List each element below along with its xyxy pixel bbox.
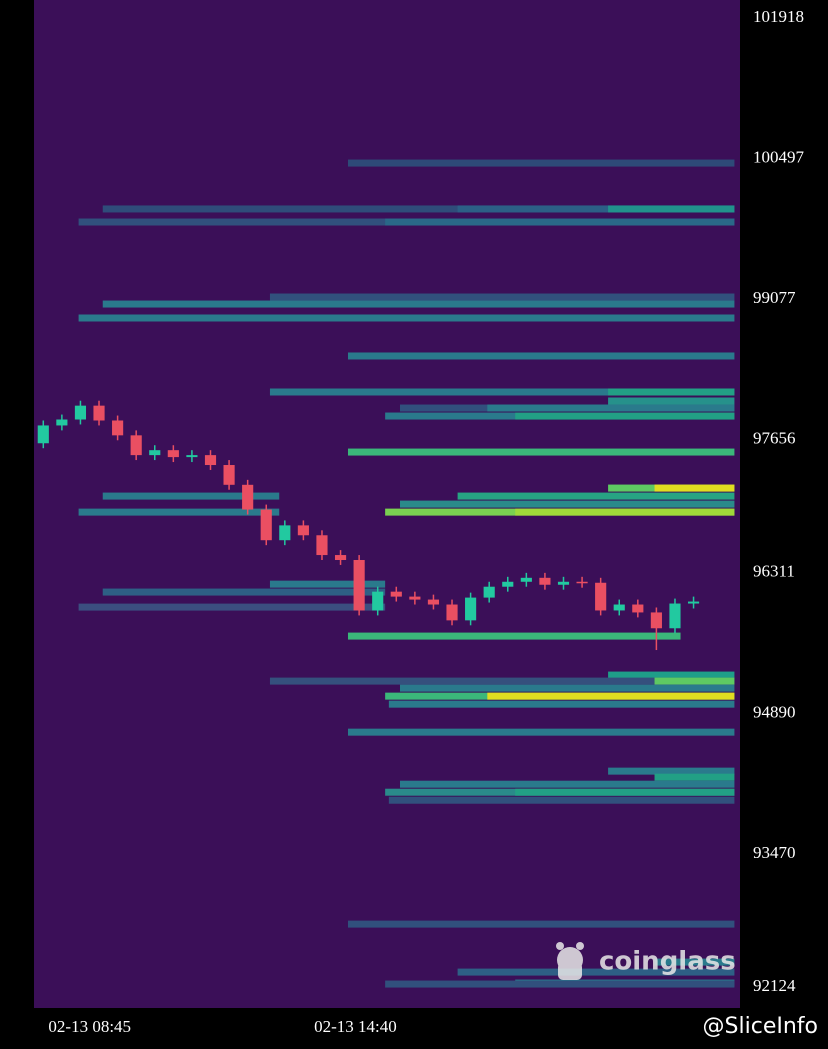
- y-tick-label: 93470: [753, 843, 796, 862]
- heat-band: [608, 767, 735, 775]
- candle-body: [632, 604, 644, 613]
- watermark: coinglass: [599, 947, 736, 977]
- heat-band: [457, 968, 735, 976]
- heat-band: [388, 700, 735, 708]
- heat-band: [347, 352, 735, 360]
- x-tick-label: 02-13 08:45: [48, 1017, 131, 1036]
- candle-body: [576, 581, 588, 584]
- candle-body: [650, 612, 662, 629]
- candle-body: [613, 604, 625, 611]
- heat-band: [487, 404, 735, 412]
- watermark-logo: [556, 942, 584, 980]
- candle-body: [427, 599, 440, 605]
- heat-band: [78, 603, 386, 611]
- heat-band: [608, 388, 735, 396]
- y-tick-label: 97656: [753, 429, 796, 448]
- candle-body: [223, 465, 235, 485]
- x-tick-label: 02-13 14:40: [314, 1017, 397, 1036]
- candle-body: [595, 582, 607, 611]
- candle-body: [204, 455, 217, 466]
- heat-band: [347, 159, 735, 167]
- heat-band: [269, 677, 735, 685]
- candle-body: [334, 555, 347, 560]
- candle-body: [297, 525, 309, 536]
- y-tick-label: 92124: [753, 976, 796, 995]
- heat-band: [102, 492, 280, 500]
- candle-body: [539, 577, 551, 585]
- candle-body: [93, 405, 105, 421]
- heat-band: [102, 588, 386, 596]
- candle-body: [372, 591, 384, 611]
- heat-band: [457, 205, 735, 213]
- heat-band: [385, 218, 735, 226]
- y-tick-label: 94890: [753, 702, 796, 721]
- heat-band: [457, 492, 735, 500]
- heat-band: [515, 788, 735, 796]
- candles: [37, 400, 700, 651]
- heat-band: [347, 728, 735, 736]
- y-tick-label: 96311: [753, 562, 795, 581]
- heat-band: [102, 300, 735, 308]
- heat-band: [269, 388, 735, 396]
- candle-body: [186, 455, 198, 458]
- candle-body: [37, 425, 49, 444]
- candle-body: [446, 604, 458, 621]
- candle-body: [557, 581, 570, 585]
- candle-body: [483, 586, 495, 598]
- candle-body: [242, 484, 254, 510]
- candle-body: [149, 450, 161, 456]
- heat-band: [487, 692, 735, 700]
- heat-band: [385, 980, 735, 988]
- candle-body: [669, 603, 681, 629]
- candle-body: [56, 419, 68, 426]
- heat-band: [654, 484, 735, 492]
- candle-body: [74, 405, 87, 420]
- heat-bands: [78, 159, 735, 988]
- candle-body: [353, 560, 365, 611]
- heat-band: [78, 508, 280, 516]
- heat-band: [269, 293, 735, 301]
- candle-body: [687, 601, 700, 604]
- heat-band: [515, 412, 735, 420]
- y-tick-label: 101918: [753, 7, 804, 26]
- candle-body: [260, 509, 272, 541]
- heat-band: [608, 397, 735, 405]
- candle-body: [465, 597, 477, 621]
- heat-band: [347, 920, 735, 928]
- heat-band: [608, 671, 735, 679]
- y-tick-label: 100497: [753, 148, 805, 167]
- heat-band: [400, 684, 735, 692]
- heat-band: [400, 500, 735, 508]
- heat-band: [608, 205, 735, 213]
- heat-band: [269, 580, 386, 588]
- credit: @SliceInfo: [703, 1014, 818, 1039]
- candle-body: [279, 525, 291, 541]
- heat-band: [654, 958, 735, 966]
- candle-body: [390, 591, 402, 597]
- heat-band: [654, 773, 735, 781]
- candle-body: [316, 535, 328, 556]
- heat-band: [515, 508, 735, 516]
- heat-band: [102, 205, 735, 213]
- heat-band: [347, 448, 735, 456]
- candle-body: [112, 420, 124, 436]
- heat-band: [347, 632, 681, 640]
- candle-body: [520, 577, 532, 582]
- heat-band: [400, 780, 735, 788]
- candle-body: [409, 596, 421, 600]
- candle-body: [167, 450, 179, 458]
- heat-band: [388, 796, 735, 804]
- heat-band: [78, 314, 735, 322]
- heat-band: [654, 677, 735, 685]
- candle-body: [502, 581, 514, 587]
- candle-body: [130, 435, 142, 456]
- y-tick-label: 99077: [753, 288, 796, 307]
